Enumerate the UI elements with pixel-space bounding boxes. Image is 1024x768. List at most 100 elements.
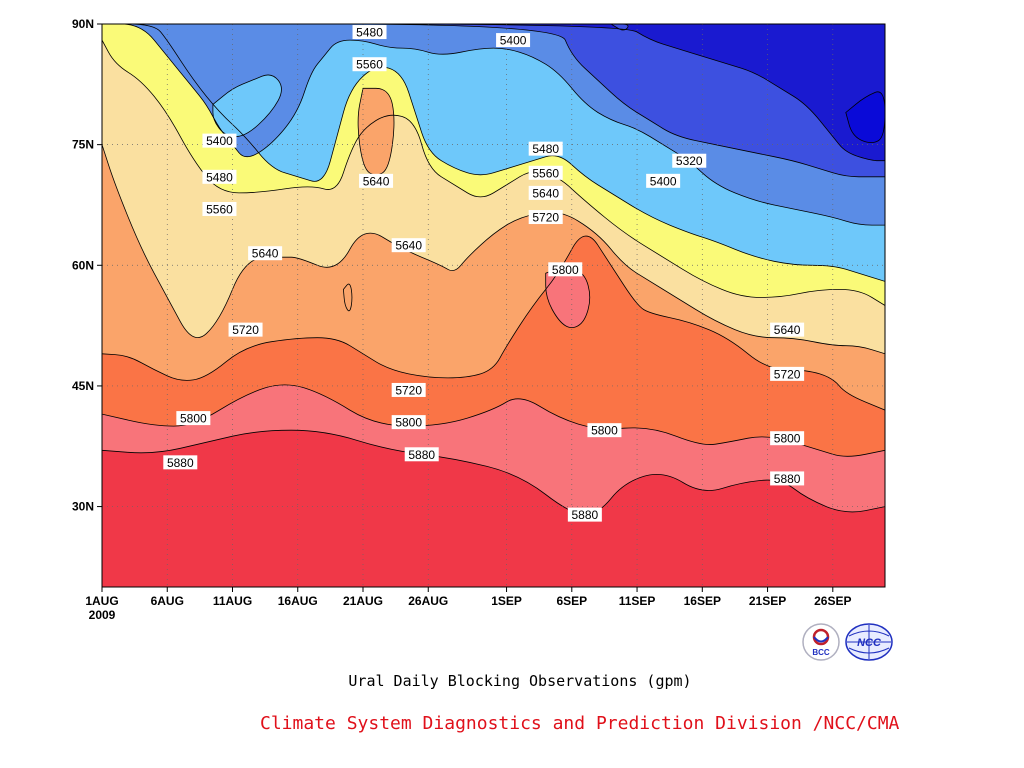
contour-island-5720 [357, 87, 395, 176]
contour-label-text: 5640 [363, 174, 390, 188]
contour-label-5320: 5320 [672, 153, 707, 168]
contour-label-box [770, 366, 805, 381]
contour-label-text: 5880 [408, 448, 435, 462]
contour-label-text: 5560 [356, 58, 383, 72]
contour-label-5800: 5800 [176, 411, 211, 426]
contour-label-box [391, 415, 426, 430]
contour-label-box [528, 165, 563, 180]
contour-label-box [391, 382, 426, 397]
contour-island-5160 [845, 91, 885, 143]
contour-label-box [202, 169, 237, 184]
contour-label-box [391, 238, 426, 253]
x-tick-label: 6AUG [151, 594, 184, 608]
x-tick-label: 1AUG [85, 594, 118, 608]
contour-label-text: 5560 [532, 166, 559, 180]
contour-band-5320 [102, 24, 885, 177]
contour-label-box [587, 423, 622, 438]
contour-label-box [359, 173, 394, 188]
contour-label-5720: 5720 [391, 382, 426, 397]
plot-frame [101, 23, 886, 588]
contour-label-5720: 5720 [770, 366, 805, 381]
contour-label-box [202, 201, 237, 216]
contour-label-5800: 5800 [770, 431, 805, 446]
contour-label-box [202, 133, 237, 148]
contour-label-5640: 5640 [248, 246, 283, 261]
x-tick-label: 26AUG [408, 594, 448, 608]
contour-label-text: 5640 [774, 323, 801, 337]
contour-label-text: 5720 [532, 211, 559, 225]
contour-label-box [770, 322, 805, 337]
contour-label-5640: 5640 [391, 238, 426, 253]
x-tick-label: 16SEP [684, 594, 721, 608]
contour-label-text: 5720 [395, 383, 422, 397]
y-tick-label: 60N [72, 258, 94, 272]
bcc-logo: BCC [802, 623, 840, 661]
contour-label-5400: 5400 [496, 33, 531, 48]
contour-label-box [528, 185, 563, 200]
contour-label-box [228, 322, 263, 337]
contour-band-5240 [102, 24, 885, 161]
contour-label-text: 5800 [395, 416, 422, 430]
contour-line-5480 [102, 24, 885, 282]
x-tick-label: 11SEP [619, 594, 656, 608]
contour-label-5720: 5720 [528, 210, 563, 225]
contour-label-5720: 5720 [228, 322, 263, 337]
contour-label-text: 5880 [167, 456, 194, 470]
contour-label-text: 5560 [206, 202, 233, 216]
contour-label-box [770, 431, 805, 446]
contour-label-box [404, 447, 439, 462]
contour-label-box [352, 25, 387, 40]
contour-label-5400: 5400 [646, 173, 681, 188]
contour-label-box [528, 141, 563, 156]
contour-label-5880: 5880 [404, 447, 439, 462]
contour-label-box [646, 173, 681, 188]
logos: BCC NCC [802, 623, 893, 661]
contour-label-text: 5480 [356, 26, 383, 40]
contour-label-5400: 5400 [202, 133, 237, 148]
contour-label-text: 5720 [232, 323, 259, 337]
contour-label-box [352, 57, 387, 72]
contour-label-text: 5800 [180, 412, 207, 426]
x-tick-label: 16AUG [278, 594, 318, 608]
contour-label-box [770, 471, 805, 486]
contour-label-text: 5400 [206, 134, 233, 148]
contour-label-5640: 5640 [770, 322, 805, 337]
x-tick-label: 26SEP [814, 594, 851, 608]
contour-label-5640: 5640 [528, 185, 563, 200]
contour-label-5800: 5800 [548, 262, 583, 277]
contour-label-text: 5720 [774, 367, 801, 381]
y-axis: 90N 75N 60N 45N 30N [72, 17, 102, 514]
y-tick-label: 45N [72, 379, 94, 393]
x-tick-label: 6SEP [556, 594, 587, 608]
contour-label-5800: 5800 [587, 423, 622, 438]
contour-label-5800: 5800 [391, 415, 426, 430]
x-tick-sublabel: 2009 [89, 608, 116, 622]
contour-label-text: 5800 [591, 424, 618, 438]
bcc-logo-text: BCC [812, 648, 830, 657]
contour-label-text: 5800 [774, 432, 801, 446]
contour-label-5480: 5480 [528, 141, 563, 156]
contour-label-box [163, 455, 198, 470]
contour-label-text: 5400 [500, 34, 527, 48]
contour-label-box [672, 153, 707, 168]
y-tick-label: 90N [72, 17, 94, 31]
contour-label-box [248, 246, 283, 261]
contour-label-text: 5880 [774, 472, 801, 486]
x-tick-label: 21SEP [749, 594, 786, 608]
contour-label-text: 5480 [532, 142, 559, 156]
contour-label-text: 5480 [206, 170, 233, 184]
contour-label-text: 5800 [552, 263, 579, 277]
chart-title: Ural Daily Blocking Observations (gpm) [348, 672, 692, 690]
ncc-logo-text: NCC [857, 637, 882, 649]
contour-line-5640 [102, 144, 885, 355]
contour-label-5640: 5640 [359, 173, 394, 188]
y-tick-label: 30N [72, 500, 94, 514]
contour-label-text: 5640 [532, 186, 559, 200]
contour-label-box [528, 210, 563, 225]
contour-label-5560: 5560 [528, 165, 563, 180]
contour-line-5720 [102, 235, 885, 411]
contour-label-5560: 5560 [352, 57, 387, 72]
contour-line-5240 [102, 24, 885, 162]
contour-label-text: 5400 [650, 174, 677, 188]
